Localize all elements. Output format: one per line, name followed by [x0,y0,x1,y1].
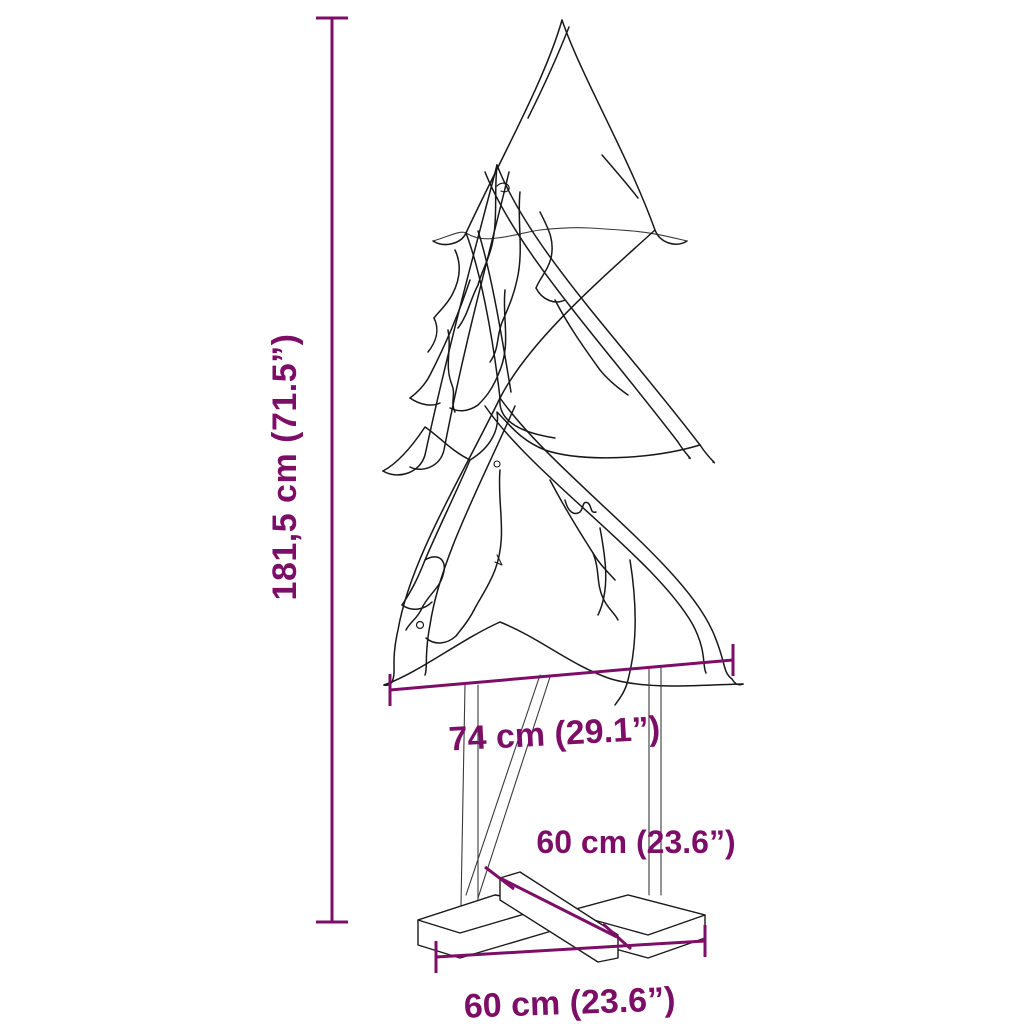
svg-text:181,5 cm (71.5”): 181,5 cm (71.5”) [266,334,304,601]
svg-text:60 cm (23.6”): 60 cm (23.6”) [536,824,735,860]
svg-text:60 cm (23.6”): 60 cm (23.6”) [463,980,676,1024]
